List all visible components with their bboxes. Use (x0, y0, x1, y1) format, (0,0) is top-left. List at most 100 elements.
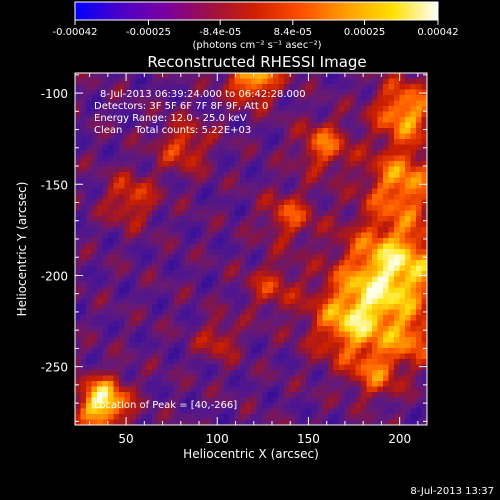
heatmap-cell (394, 320, 400, 327)
heatmap-cell (284, 238, 290, 244)
heatmap-cell (350, 210, 356, 217)
heatmap-cell (383, 78, 389, 85)
heatmap-cell (174, 144, 180, 151)
heatmap-cell (97, 348, 103, 354)
heatmap-cell (383, 133, 389, 140)
heatmap-cell (212, 133, 219, 140)
heatmap-cell (135, 293, 142, 299)
heatmap-cell (273, 205, 279, 211)
heatmap-cell (102, 216, 109, 222)
heatmap-cell (256, 364, 263, 371)
heatmap-cell (146, 309, 153, 316)
heatmap-cell (196, 282, 202, 288)
heatmap-cell (86, 403, 92, 409)
heatmap-cell (295, 364, 301, 371)
heatmap-cell (135, 106, 142, 112)
heatmap-cell (295, 243, 301, 250)
heatmap-cell (273, 216, 279, 222)
heatmap-cell (190, 375, 197, 382)
heatmap-cell (251, 309, 257, 316)
heatmap-cell (405, 238, 411, 244)
heatmap-cell (163, 397, 169, 404)
heatmap-cell (234, 359, 241, 365)
heatmap-cell (289, 111, 296, 118)
heatmap-cell (267, 144, 274, 151)
heatmap-cell (135, 172, 142, 178)
heatmap-cell (284, 139, 290, 145)
heatmap-cell (289, 78, 296, 85)
heatmap-cell (311, 232, 318, 239)
heatmap-cell (152, 205, 158, 211)
heatmap-cell (190, 177, 197, 184)
heatmap-cell (141, 337, 147, 343)
heatmap-cell (86, 221, 92, 228)
heatmap-cell (333, 111, 340, 118)
heatmap-cell (278, 342, 285, 349)
heatmap-cell (207, 139, 213, 145)
heatmap-cell (201, 359, 208, 365)
heatmap-cell (174, 122, 180, 129)
heatmap-cell (91, 73, 98, 79)
heatmap-cell (399, 122, 406, 129)
heatmap-cell (113, 408, 120, 415)
heatmap-cell (278, 243, 285, 250)
heatmap-cell (350, 150, 356, 156)
heatmap-cell (278, 106, 285, 112)
heatmap-cell (157, 260, 164, 266)
heatmap-cell (278, 293, 285, 299)
heatmap-cell (80, 177, 87, 184)
heatmap-cell (185, 331, 191, 338)
heatmap-cell (86, 298, 92, 305)
heatmap-cell (168, 392, 175, 398)
heatmap-cell (388, 84, 395, 90)
heatmap-cell (80, 326, 87, 332)
heatmap-cell (416, 166, 422, 173)
heatmap-cell (289, 227, 296, 233)
heatmap-cell (113, 337, 120, 343)
heatmap-cell (416, 353, 422, 360)
heatmap-cell (141, 386, 147, 393)
heatmap-cell (256, 133, 263, 140)
heatmap-cell (124, 265, 131, 272)
heatmap-cell (256, 205, 263, 211)
heatmap-cell (333, 166, 340, 173)
heatmap-cell (383, 194, 389, 200)
heatmap-cell (317, 232, 323, 239)
heatmap-cell (135, 188, 142, 195)
heatmap-cell (75, 243, 81, 250)
heatmap-cell (262, 381, 268, 387)
heatmap-cell (152, 117, 158, 123)
heatmap-cell (245, 249, 252, 255)
heatmap-cell (91, 326, 98, 332)
heatmap-cell (394, 381, 400, 387)
heatmap-cell (267, 216, 274, 222)
heatmap-cell (201, 414, 208, 420)
heatmap-cell (267, 326, 274, 332)
heatmap-cell (344, 265, 351, 272)
heatmap-cell (113, 419, 120, 425)
heatmap-cell (262, 100, 268, 107)
heatmap-cell (328, 375, 334, 382)
heatmap-cell (108, 419, 114, 425)
heatmap-cell (399, 342, 406, 349)
heatmap-cell (262, 155, 268, 162)
heatmap-cell (273, 183, 279, 189)
heatmap-cell (223, 386, 230, 393)
heatmap-cell (311, 177, 318, 184)
heatmap-cell (207, 265, 213, 272)
heatmap-cell (146, 375, 153, 382)
heatmap-cell (218, 342, 224, 349)
heatmap-cell (223, 254, 230, 261)
heatmap-cell (168, 276, 175, 283)
heatmap-cell (350, 188, 356, 195)
heatmap-cell (399, 238, 406, 244)
heatmap-cell (240, 89, 246, 96)
heatmap-cell (284, 161, 290, 167)
heatmap-cell (80, 375, 87, 382)
heatmap-cell (383, 106, 389, 112)
heatmap-cell (102, 95, 109, 101)
heatmap-cell (141, 117, 147, 123)
heatmap-cell (240, 353, 246, 360)
heatmap-cell (361, 128, 367, 134)
heatmap-cell (355, 254, 362, 261)
